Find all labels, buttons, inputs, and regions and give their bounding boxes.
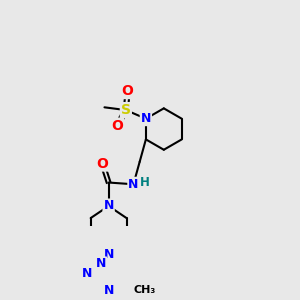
- Text: O: O: [122, 84, 134, 98]
- Text: N: N: [104, 284, 115, 297]
- Text: N: N: [82, 268, 92, 281]
- Text: S: S: [121, 103, 131, 117]
- Text: O: O: [97, 157, 108, 171]
- Text: H: H: [140, 176, 149, 189]
- Text: N: N: [103, 200, 114, 212]
- Text: N: N: [96, 257, 106, 271]
- Text: N: N: [141, 112, 151, 125]
- Text: CH₃: CH₃: [134, 285, 156, 295]
- Text: O: O: [111, 118, 123, 133]
- Text: N: N: [128, 178, 139, 191]
- Text: N: N: [103, 248, 114, 261]
